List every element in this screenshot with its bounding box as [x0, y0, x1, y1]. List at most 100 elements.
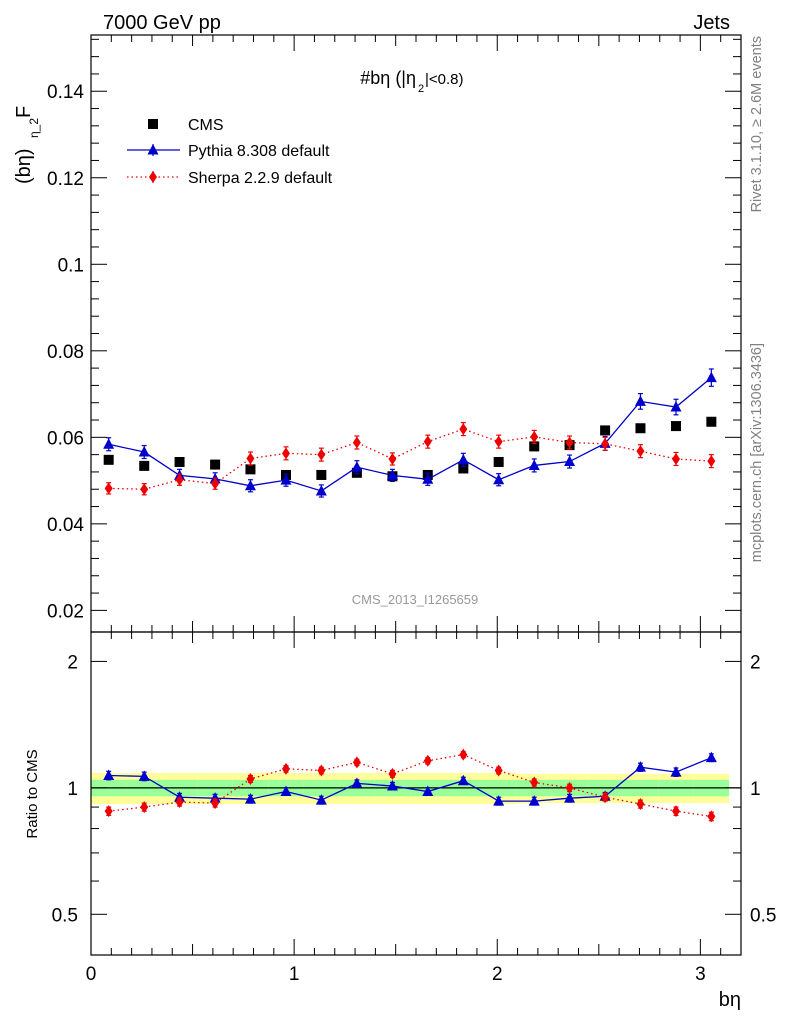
y-tick-label: 0.14 — [47, 82, 84, 103]
data-point-sherpa — [530, 430, 539, 443]
ratio-point-sherpa — [104, 805, 113, 818]
mcplots-label: mcplots.cern.ch [arXiv:1306.3436] — [749, 343, 765, 562]
ratio-y-tick-label-right: 1 — [750, 779, 761, 800]
data-point-sherpa — [317, 448, 326, 461]
y-tick-label: 0.04 — [47, 515, 84, 536]
data-point-pythia — [244, 479, 256, 491]
data-point-cms — [210, 459, 221, 470]
series-line-sherpa — [108, 428, 712, 490]
data-point-pythia — [705, 371, 717, 383]
data-point-cms — [600, 425, 611, 436]
data-point-cms — [493, 456, 504, 467]
ratio-line-pythia — [108, 757, 712, 802]
y-axis-label-subscript: η_2 — [27, 118, 41, 138]
x-tick-label: 1 — [289, 964, 300, 985]
x-tick-label: 0 — [86, 964, 97, 985]
ratio-point-sherpa — [707, 810, 716, 823]
ratio-y-tick-label: 1 — [67, 779, 78, 800]
data-point-sherpa — [104, 482, 113, 495]
ratio-axes: 0.5 0.5 1 1 2 2 0 1 2 3 — [52, 631, 776, 985]
data-point-pythia — [386, 469, 398, 480]
series-cms — [103, 416, 717, 482]
data-point-cms — [529, 441, 540, 452]
data-point-cms — [245, 464, 256, 475]
ratio-point-sherpa — [246, 772, 255, 785]
main-data-layer — [103, 368, 717, 498]
data-point-sherpa — [601, 437, 610, 450]
legend-marker-cms — [148, 119, 158, 129]
ratio-series-sherpa — [104, 748, 716, 823]
main-plot-panel: CMS_2013_I1265659 #bη (|η 2 |<0.8) F η_2… — [13, 34, 742, 633]
y-tick-label: 0.1 — [58, 255, 84, 276]
rivet-label: Rivet 3.1.10, ≥ 2.6M events — [749, 36, 765, 212]
data-point-cms — [671, 421, 681, 432]
legend-label-pythia: Pythia 8.308 default — [188, 143, 330, 160]
data-point-sherpa — [140, 483, 149, 496]
series-pythia — [103, 368, 717, 498]
data-point-sherpa — [211, 477, 220, 490]
data-point-cms — [174, 456, 185, 467]
data-point-cms — [103, 454, 114, 465]
ratio-y-tick-label: 0.5 — [52, 905, 78, 926]
ratio-point-sherpa — [530, 776, 539, 789]
ratio-point-pythia — [315, 794, 327, 805]
data-point-pythia — [315, 484, 327, 496]
data-point-pythia — [351, 461, 363, 472]
data-point-sherpa — [282, 447, 290, 460]
ratio-y-tick-label-right: 2 — [750, 652, 761, 673]
ratio-point-sherpa — [282, 762, 290, 775]
data-point-sherpa — [423, 435, 432, 448]
data-point-cms — [316, 469, 327, 480]
data-point-pythia — [457, 453, 469, 465]
data-point-pythia — [634, 395, 646, 406]
plot-title: #bη (|η — [360, 68, 416, 88]
ratio-point-pythia — [634, 761, 646, 772]
data-point-sherpa — [707, 455, 716, 468]
x-axis-label: bη — [719, 989, 741, 1011]
data-point-sherpa — [636, 445, 645, 458]
ratio-point-sherpa — [672, 805, 680, 818]
y-tick-label: 0.08 — [47, 342, 84, 363]
series-sherpa — [104, 422, 716, 496]
plot-title-subscript: 2 — [418, 83, 424, 95]
y-axis-label-end: (bη) — [13, 148, 35, 184]
ratio-point-sherpa — [459, 748, 468, 761]
ratio-point-pythia — [386, 780, 398, 791]
ratio-y-label: Ratio to CMS — [24, 749, 41, 838]
ratio-point-pythia — [422, 785, 434, 797]
data-point-sherpa — [246, 452, 255, 465]
ratio-point-sherpa — [175, 796, 184, 809]
ratio-point-pythia — [103, 769, 115, 781]
ratio-point-pythia — [705, 751, 717, 763]
ratio-series-pythia — [103, 751, 717, 806]
data-point-pythia — [138, 446, 150, 457]
legend: CMS Pythia 8.308 default Sherpa 2.2.9 defa… — [127, 117, 333, 187]
legend-marker-sherpa — [149, 171, 157, 183]
y-tick-label: 0.12 — [47, 169, 84, 190]
ratio-point-pythia — [564, 792, 576, 803]
legend-item-pythia: Pythia 8.308 default — [127, 143, 330, 160]
data-point-cms — [635, 423, 646, 434]
data-point-sherpa — [352, 436, 361, 449]
ratio-point-sherpa — [352, 756, 361, 769]
data-point-pythia — [280, 474, 292, 485]
data-point-cms — [139, 460, 150, 471]
data-point-sherpa — [565, 436, 574, 449]
ratio-point-pythia — [244, 793, 256, 804]
analysis-watermark: CMS_2013_I1265659 — [352, 592, 479, 607]
category-label: Jets — [693, 12, 730, 34]
ratio-point-sherpa — [494, 764, 503, 777]
data-point-pythia — [670, 401, 682, 412]
ratio-data-layer — [91, 748, 741, 823]
ratio-point-pythia — [670, 766, 682, 777]
legend-item-cms: CMS — [148, 117, 224, 134]
data-point-pythia — [422, 473, 434, 484]
x-tick-label: 2 — [492, 964, 503, 985]
ratio-y-tick-label-right: 0.5 — [750, 905, 776, 926]
data-point-pythia — [528, 459, 540, 470]
ratio-point-sherpa — [317, 764, 326, 777]
ratio-point-pythia — [457, 774, 469, 786]
ratio-point-sherpa — [601, 791, 610, 804]
data-point-pythia — [493, 473, 505, 485]
data-point-sherpa — [459, 423, 468, 436]
